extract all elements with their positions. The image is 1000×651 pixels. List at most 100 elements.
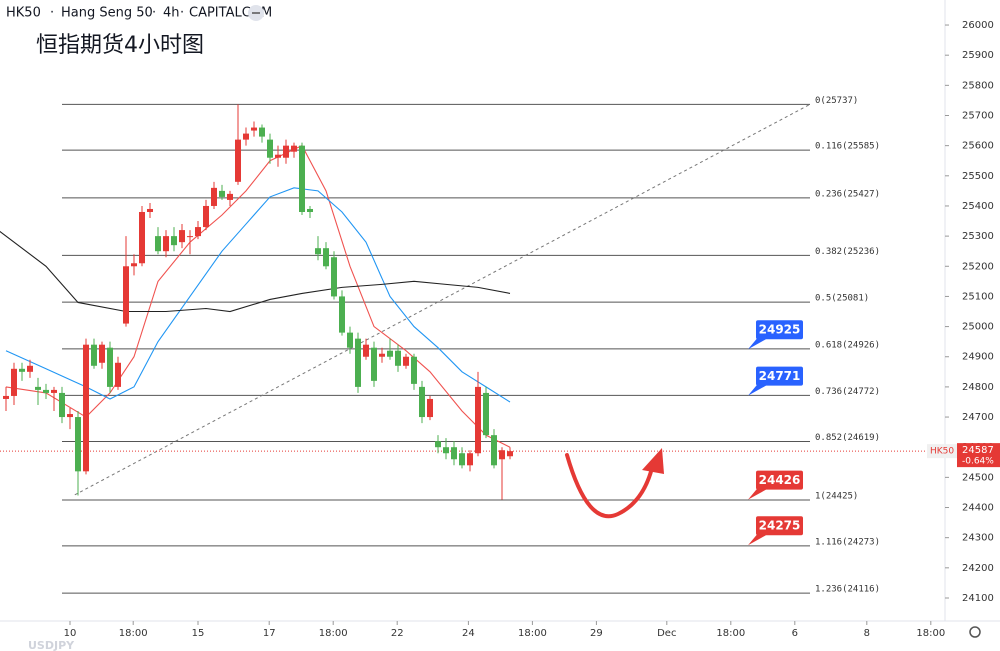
last-price-tag: [957, 443, 1000, 468]
price-tag: [756, 366, 803, 386]
candle-body: [283, 145, 289, 158]
price-tag-pointer: [748, 383, 766, 396]
candle-body: [379, 353, 385, 357]
candle-body: [291, 145, 297, 152]
y-tick-label: 25300: [962, 231, 994, 242]
candle-body: [3, 395, 9, 399]
header: HK50 · Hang Seng 50 · 4h · CAPITALCOM: [6, 5, 272, 21]
candle-body: [339, 296, 345, 333]
candle-body: [131, 263, 137, 267]
candle-body: [387, 350, 393, 357]
y-tick-label: 25500: [962, 171, 994, 182]
candle-body: [307, 208, 313, 212]
candle-body: [51, 389, 57, 393]
moving-average: [5, 144, 511, 448]
candle-body: [75, 417, 81, 472]
price-tag-label: 24771: [759, 369, 801, 383]
candle-body: [235, 139, 241, 182]
candle-body: [259, 127, 265, 137]
candle-body: [299, 145, 305, 212]
candle-body: [99, 344, 105, 363]
fib-label: 0.618(24926): [815, 340, 880, 350]
arrow-curve: [565, 453, 654, 519]
symbol-tag-label: HK50: [930, 447, 954, 457]
x-tick-label: 29: [590, 628, 603, 639]
candle-body: [507, 451, 513, 457]
x-tick-label: 18:00: [119, 628, 148, 639]
candle-body: [331, 257, 337, 297]
candle-body: [147, 208, 153, 212]
price-tag-label: 24275: [759, 519, 801, 533]
price-tag-label: 24426: [759, 473, 801, 487]
candle-body: [315, 248, 321, 255]
settings-icon[interactable]: [969, 626, 981, 638]
x-tick-label: 18:00: [916, 628, 945, 639]
fib-label: 0.382(25236): [815, 247, 880, 257]
y-tick-label: 24400: [962, 503, 994, 514]
arrow-head: [642, 448, 664, 474]
candle-body: [395, 350, 401, 366]
candle-body: [275, 154, 281, 158]
candle-body: [363, 344, 369, 357]
dot: ·: [152, 6, 156, 21]
y-tick-label: 24500: [962, 472, 994, 483]
candle-body: [91, 344, 97, 366]
fib-label: 0.736(24772): [815, 387, 880, 397]
fib-label: 0.236(25427): [815, 189, 880, 199]
chart-title: 恒指期货4小时图: [36, 33, 204, 58]
y-tick-label: 25700: [962, 110, 994, 121]
gear[interactable]: [969, 626, 981, 638]
candle-body: [227, 193, 233, 200]
x-tick-label: 22: [391, 628, 404, 639]
y-tick-label: 24800: [962, 382, 994, 393]
candle-body: [483, 392, 489, 436]
candle-body: [83, 344, 89, 472]
y-tick-label: 25800: [962, 80, 994, 91]
fib-label: 1(24425): [815, 491, 858, 501]
moving-average: [0, 230, 511, 313]
candle-body: [411, 356, 417, 384]
candle-body: [195, 227, 201, 237]
interval: 4h: [163, 6, 180, 21]
candle-body: [467, 453, 473, 466]
candle-body: [419, 386, 425, 418]
fib-label: 0.116(25585): [815, 142, 880, 152]
x-tick-label: 24: [462, 628, 475, 639]
x-tick-label: Dec: [657, 628, 676, 639]
candle-body: [123, 266, 129, 324]
symbol-name: Hang Seng 50: [61, 6, 153, 21]
candle-body: [11, 368, 17, 396]
candle-body: [43, 389, 49, 393]
fib-label: 0.5(25081): [815, 294, 869, 304]
x-tick-label: 18:00: [319, 628, 348, 639]
last-change-label: -0.64%: [962, 457, 994, 467]
watermark: USDJPY: [28, 639, 75, 651]
y-tick-label: 26000: [962, 20, 994, 31]
candle-body: [491, 435, 497, 466]
price-tag: [756, 320, 803, 340]
candle-body: [35, 386, 41, 390]
y-tick-label: 25400: [962, 201, 994, 212]
candle-body: [171, 236, 177, 246]
candle-body: [499, 450, 505, 460]
candle-body: [403, 356, 409, 366]
symbol-tag: [927, 444, 957, 459]
y-tick-label: 24200: [962, 563, 994, 574]
candle-body: [355, 338, 361, 387]
x-tick-label: 8: [864, 628, 870, 639]
y-tick-label: 24300: [962, 533, 994, 544]
candle-body: [27, 365, 33, 372]
x-tick-label: 15: [192, 628, 205, 639]
candle-body: [475, 386, 481, 454]
candle-body: [155, 236, 161, 252]
x-tick-label: 10: [64, 628, 77, 639]
price-tag-pointer: [748, 337, 766, 350]
candle-body: [451, 447, 457, 460]
dot: ·: [180, 6, 184, 21]
candle-body: [219, 190, 225, 197]
candle-body: [211, 187, 217, 206]
y-tick-label: 24700: [962, 412, 994, 423]
y-tick-label: 25000: [962, 322, 994, 333]
dot: ·: [50, 6, 54, 21]
y-tick-label: 25600: [962, 141, 994, 152]
